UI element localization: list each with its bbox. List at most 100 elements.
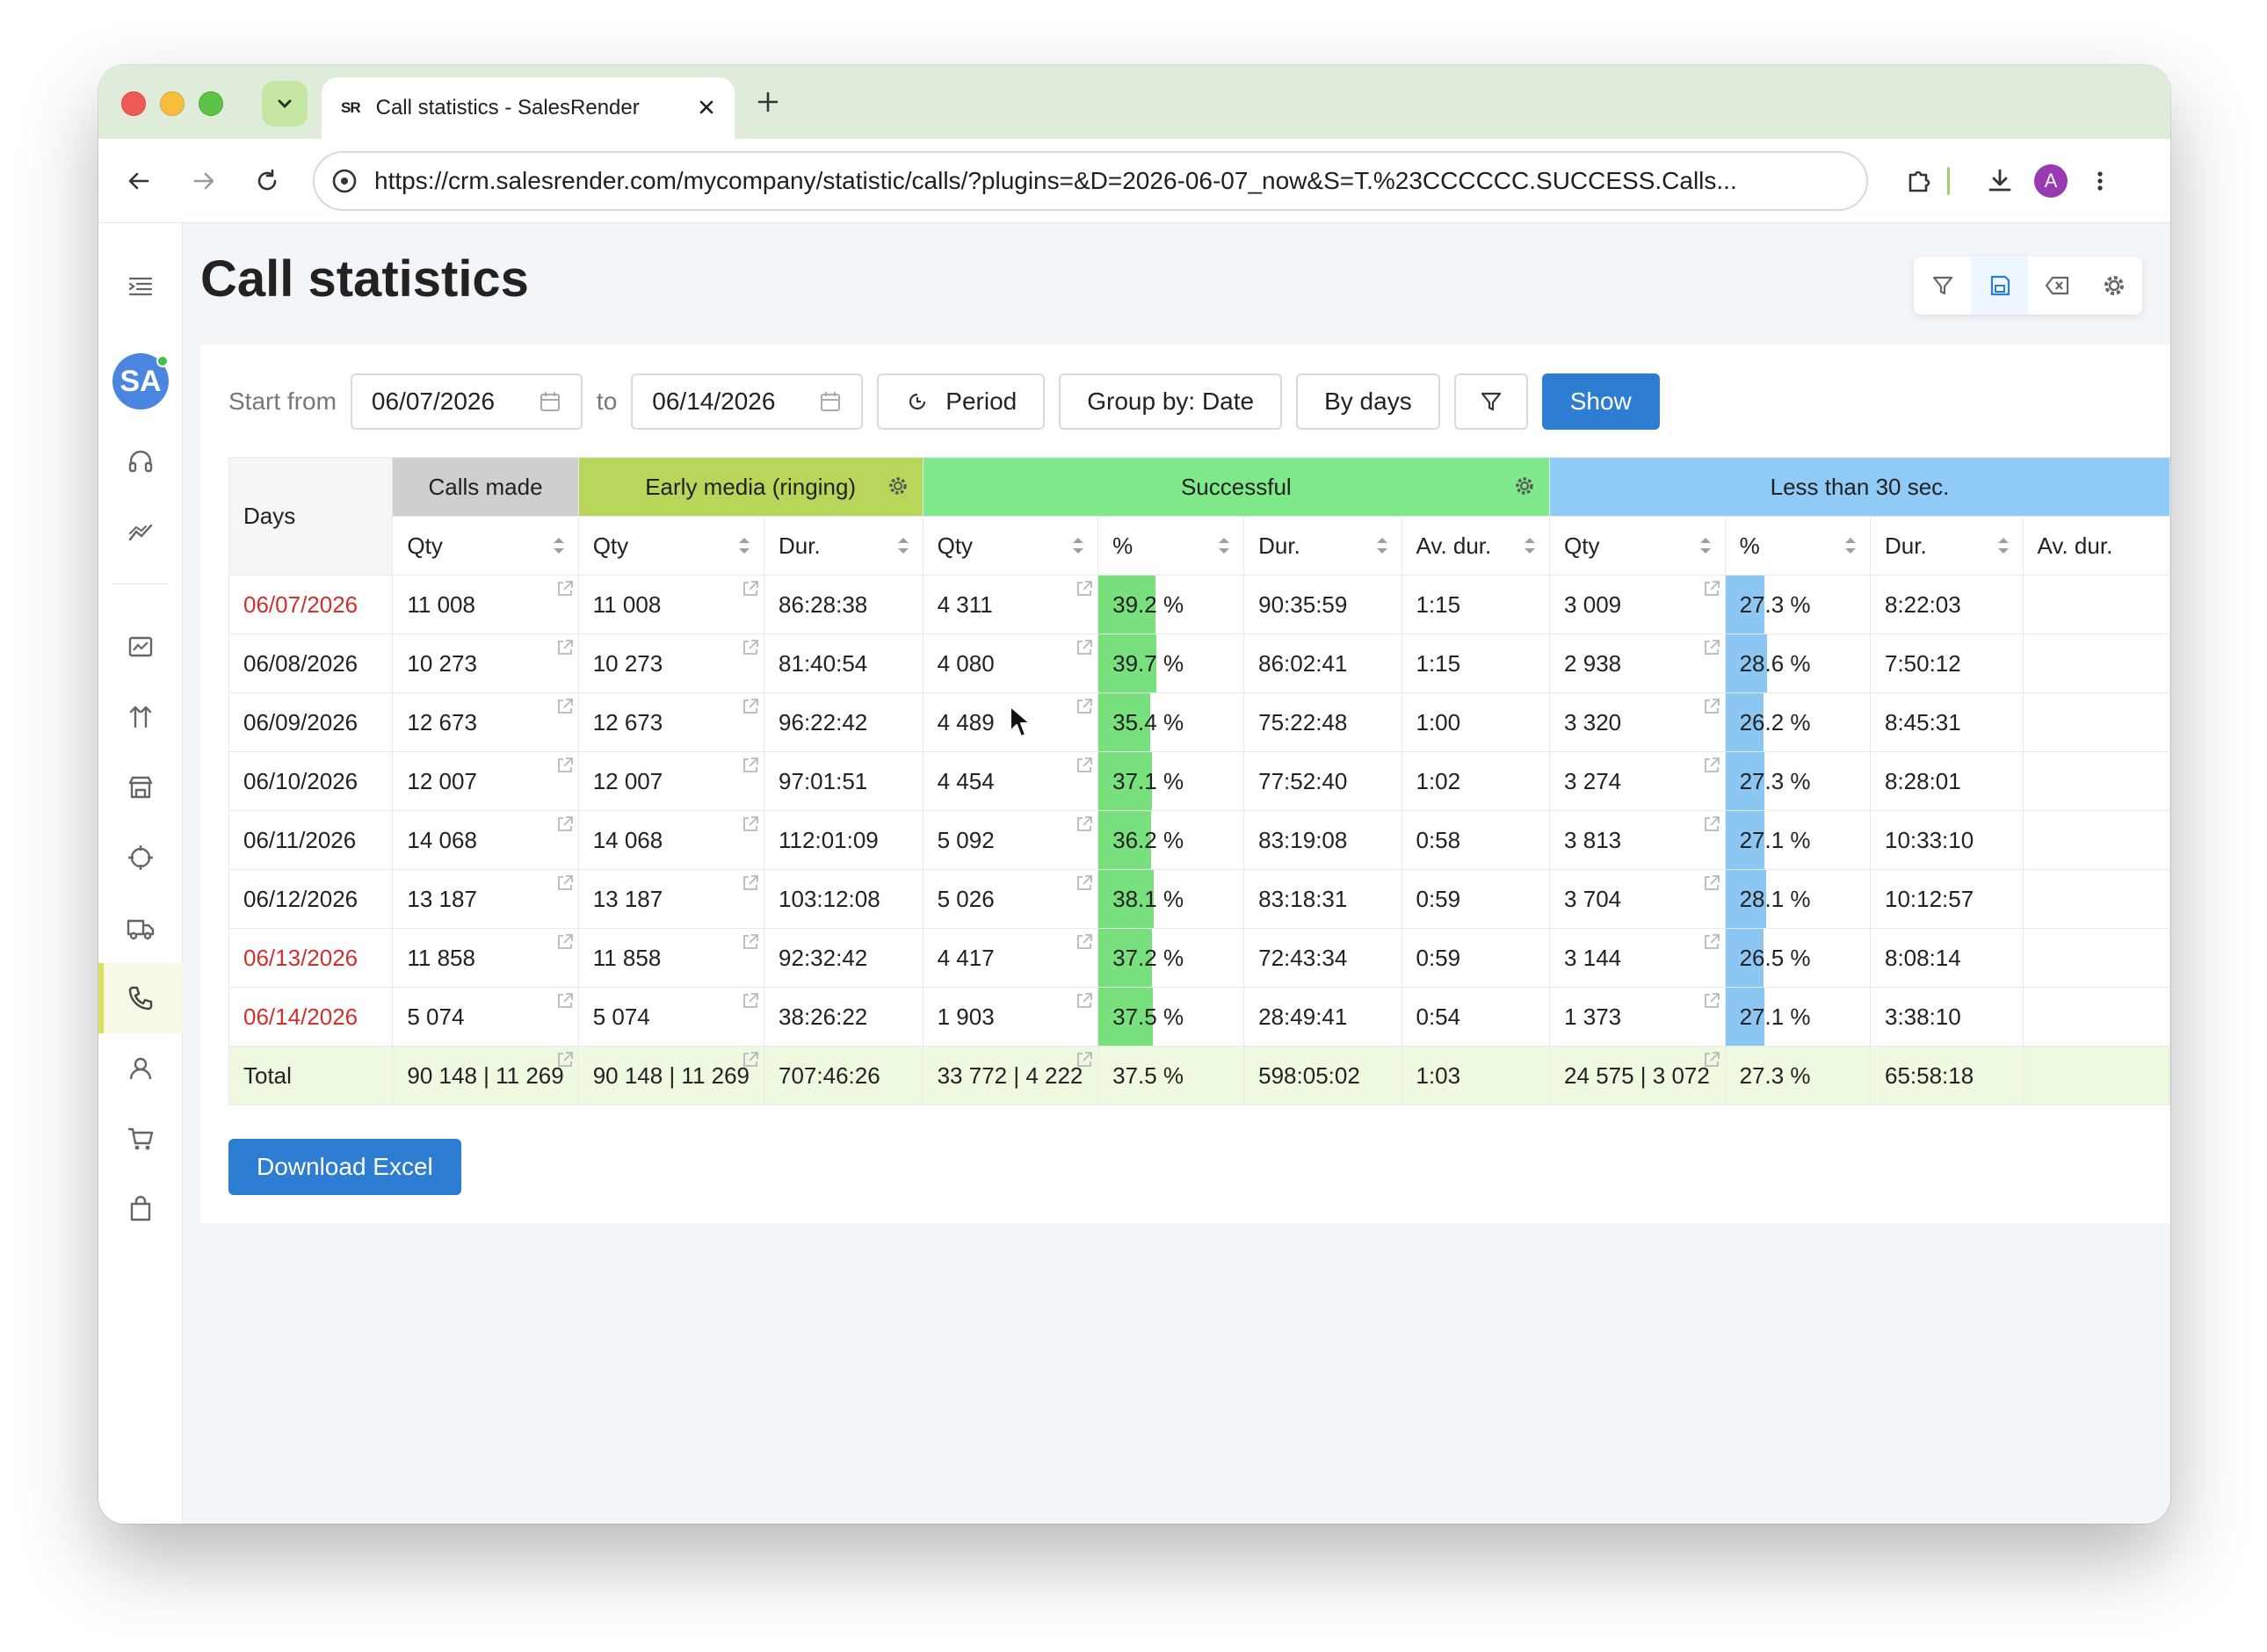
sidebar-item-operator[interactable] (98, 427, 183, 497)
open-link-icon[interactable] (1702, 989, 1721, 1017)
open-link-icon[interactable] (741, 813, 760, 840)
succ-qty-cell[interactable]: 1 903 (922, 987, 1099, 1047)
early-qty-cell[interactable]: 14 068 (577, 810, 765, 870)
filter-toggle-button[interactable] (1914, 257, 1971, 315)
start-date-input[interactable]: 06/07/2026 (350, 373, 583, 430)
open-link-icon[interactable] (741, 695, 760, 722)
open-link-icon[interactable] (1702, 636, 1721, 663)
sort-icon[interactable] (896, 534, 910, 563)
calls-qty-cell[interactable]: 13 187 (392, 869, 579, 929)
succ-qty-cell[interactable]: 5 092 (922, 810, 1099, 870)
back-button[interactable] (121, 163, 156, 199)
open-link-icon[interactable] (555, 989, 575, 1017)
address-bar[interactable]: https://crm.salesrender.com/mycompany/st… (313, 151, 1868, 211)
profile-button[interactable]: A (2030, 160, 2072, 202)
succ-qty-cell[interactable]: 4 311 (922, 575, 1099, 634)
total-less-qty-cell[interactable]: 24 575 | 3 072 (1549, 1046, 1726, 1105)
sort-icon[interactable] (1698, 534, 1713, 563)
calls-qty-cell[interactable]: 5 074 (392, 987, 579, 1047)
open-link-icon[interactable] (555, 1048, 575, 1076)
clear-filters-button[interactable] (2028, 257, 2085, 315)
succ-qty-header[interactable]: Qty (922, 516, 1099, 576)
succ-qty-cell[interactable]: 4 454 (922, 751, 1099, 811)
site-info-icon[interactable] (330, 167, 359, 199)
open-link-icon[interactable] (741, 872, 760, 899)
open-link-icon[interactable] (1075, 989, 1094, 1017)
open-link-icon[interactable] (1075, 695, 1094, 722)
new-tab-button[interactable] (750, 84, 786, 120)
extensions-button[interactable] (1898, 160, 1940, 202)
maximize-window-button[interactable] (199, 91, 223, 116)
early-qty-cell[interactable]: 11 858 (577, 928, 765, 988)
open-link-icon[interactable] (1702, 872, 1721, 899)
show-button[interactable]: Show (1541, 373, 1660, 430)
open-link-icon[interactable] (741, 931, 760, 958)
sidebar-item-orders[interactable] (98, 1104, 183, 1174)
open-link-icon[interactable] (741, 577, 760, 605)
open-link-icon[interactable] (555, 872, 575, 899)
sidebar-item-sorting[interactable] (98, 682, 183, 752)
open-link-icon[interactable] (1075, 754, 1094, 781)
minimize-window-button[interactable] (160, 91, 185, 116)
early-qty-cell[interactable]: 5 074 (577, 987, 765, 1047)
open-link-icon[interactable] (555, 931, 575, 958)
column-filter-button[interactable] (1453, 373, 1528, 430)
open-link-icon[interactable] (555, 813, 575, 840)
total-calls-qty-cell[interactable]: 90 148 | 11 269 (392, 1046, 579, 1105)
less-qty-cell[interactable]: 3 144 (1549, 928, 1726, 988)
browser-tab[interactable]: SR Call statistics - SalesRender (322, 77, 735, 139)
open-link-icon[interactable] (1075, 577, 1094, 605)
sidebar-item-dashboard[interactable] (98, 612, 183, 682)
close-window-button[interactable] (121, 91, 146, 116)
early-dur-header[interactable]: Dur. (764, 516, 923, 576)
calls-qty-header[interactable]: Qty (392, 516, 579, 576)
open-link-icon[interactable] (555, 695, 575, 722)
open-link-icon[interactable] (1075, 636, 1094, 663)
early-qty-cell[interactable]: 12 673 (577, 692, 765, 752)
open-link-icon[interactable] (1702, 1048, 1721, 1076)
sort-icon[interactable] (737, 534, 751, 563)
group-by-button[interactable]: Group by: Date (1059, 373, 1283, 430)
less-qty-cell[interactable]: 3 704 (1549, 869, 1726, 929)
succ-qty-cell[interactable]: 4 417 (922, 928, 1099, 988)
open-link-icon[interactable] (1702, 813, 1721, 840)
sidebar-item-analytics[interactable] (98, 497, 183, 568)
succ-avdur-header[interactable]: Av. dur. (1401, 516, 1551, 576)
less-pct-header[interactable]: % (1724, 516, 1871, 576)
sidebar-item-calls[interactable] (98, 963, 183, 1033)
succ-qty-cell[interactable]: 4 080 (922, 634, 1099, 693)
less-dur-header[interactable]: Dur. (1869, 516, 2024, 576)
open-link-icon[interactable] (555, 577, 575, 605)
open-link-icon[interactable] (555, 636, 575, 663)
end-date-input[interactable]: 06/14/2026 (631, 373, 864, 430)
less-qty-cell[interactable]: 1 373 (1549, 987, 1726, 1047)
forward-button[interactable] (186, 163, 221, 199)
open-link-icon[interactable] (1702, 754, 1721, 781)
download-excel-button[interactable]: Download Excel (228, 1139, 461, 1195)
settings-button[interactable] (2085, 257, 2142, 315)
calls-qty-cell[interactable]: 11 858 (392, 928, 579, 988)
sidebar-item-target[interactable] (98, 822, 183, 893)
less-qty-cell[interactable]: 3 009 (1549, 575, 1726, 634)
less-qty-cell[interactable]: 3 274 (1549, 751, 1726, 811)
open-link-icon[interactable] (741, 1048, 760, 1076)
succ-pct-header[interactable]: % (1097, 516, 1245, 576)
sort-icon[interactable] (1217, 534, 1231, 563)
open-link-icon[interactable] (741, 754, 760, 781)
open-link-icon[interactable] (741, 636, 760, 663)
sort-icon[interactable] (1843, 534, 1858, 563)
calls-qty-cell[interactable]: 10 273 (392, 634, 579, 693)
tab-search-button[interactable] (262, 81, 308, 127)
calls-qty-cell[interactable]: 12 007 (392, 751, 579, 811)
open-link-icon[interactable] (741, 989, 760, 1017)
downloads-button[interactable] (1979, 160, 2021, 202)
sort-icon[interactable] (552, 534, 566, 563)
total-early-qty-cell[interactable]: 90 148 | 11 269 (577, 1046, 765, 1105)
successful-settings-button[interactable] (1514, 475, 1535, 503)
less-qty-cell[interactable]: 2 938 (1549, 634, 1726, 693)
less-avdur-header[interactable]: Av. dur. (2022, 516, 2170, 576)
sidebar-item-delivery[interactable] (98, 893, 183, 963)
open-link-icon[interactable] (1075, 1048, 1094, 1076)
succ-qty-cell[interactable]: 5 026 (922, 869, 1099, 929)
browser-menu-button[interactable] (2079, 160, 2121, 202)
